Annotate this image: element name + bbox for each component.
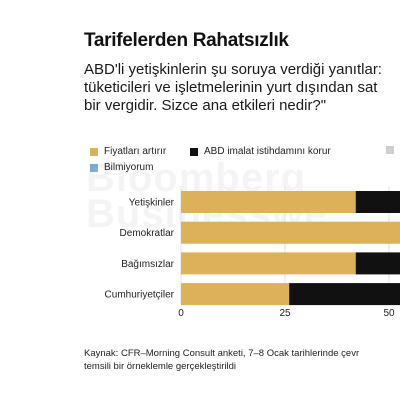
legend-label-raises-prices: Fiyatları artırır [104,146,167,157]
legend-item-dont-know: Bilmiyorum [90,162,153,173]
x-tick-labels: 0 25 50 [178,308,395,319]
legend-item-protects-jobs: ABD imalat istihdamını korur [190,146,331,157]
legend-label-dont-know: Bilmiyorum [104,162,154,173]
legend-swatch-cut-off [386,146,394,154]
category-label: Yetişkinler [129,198,175,209]
x-tick-label: 0 [178,308,184,319]
legend-item-cut-off [386,146,400,154]
bars [181,191,400,306]
bar-raises-prices [181,191,356,213]
bar-raises-prices [181,283,290,306]
bar-raises-prices [181,221,400,244]
category-label: Cumhuriyetçiler [105,290,175,301]
bar-raises-prices [181,252,356,275]
x-tick-label: 50 [383,308,395,319]
category-labels: Yetişkinler Demokratlar Bağımsızlar Cumhuri… [105,198,175,301]
chart-title: Tarifelerden Rahatsızlık [84,30,289,51]
chart-subtitle: ABD'li yetişkinlerin şu soruya verdiği y… [84,61,382,114]
category-label: Bağımsızlar [121,259,174,270]
legend-swatch-protects-jobs [190,147,198,156]
legend-item-raises-prices: Fiyatları artırır [90,146,166,157]
x-tick-label: 25 [279,308,291,319]
legend-swatch-raises-prices [90,147,98,156]
legend-swatch-dont-know [90,163,98,172]
category-label: Demokratlar [120,228,175,239]
bar-protects-jobs [355,252,400,275]
bar-protects-jobs [289,283,400,306]
source-note: Kaynak: CFR–Morning Consult anketi, 7–8 … [84,348,360,372]
legend-label-protects-jobs: ABD imalat istihdamını korur [204,146,331,157]
bar-protects-jobs [355,191,400,213]
